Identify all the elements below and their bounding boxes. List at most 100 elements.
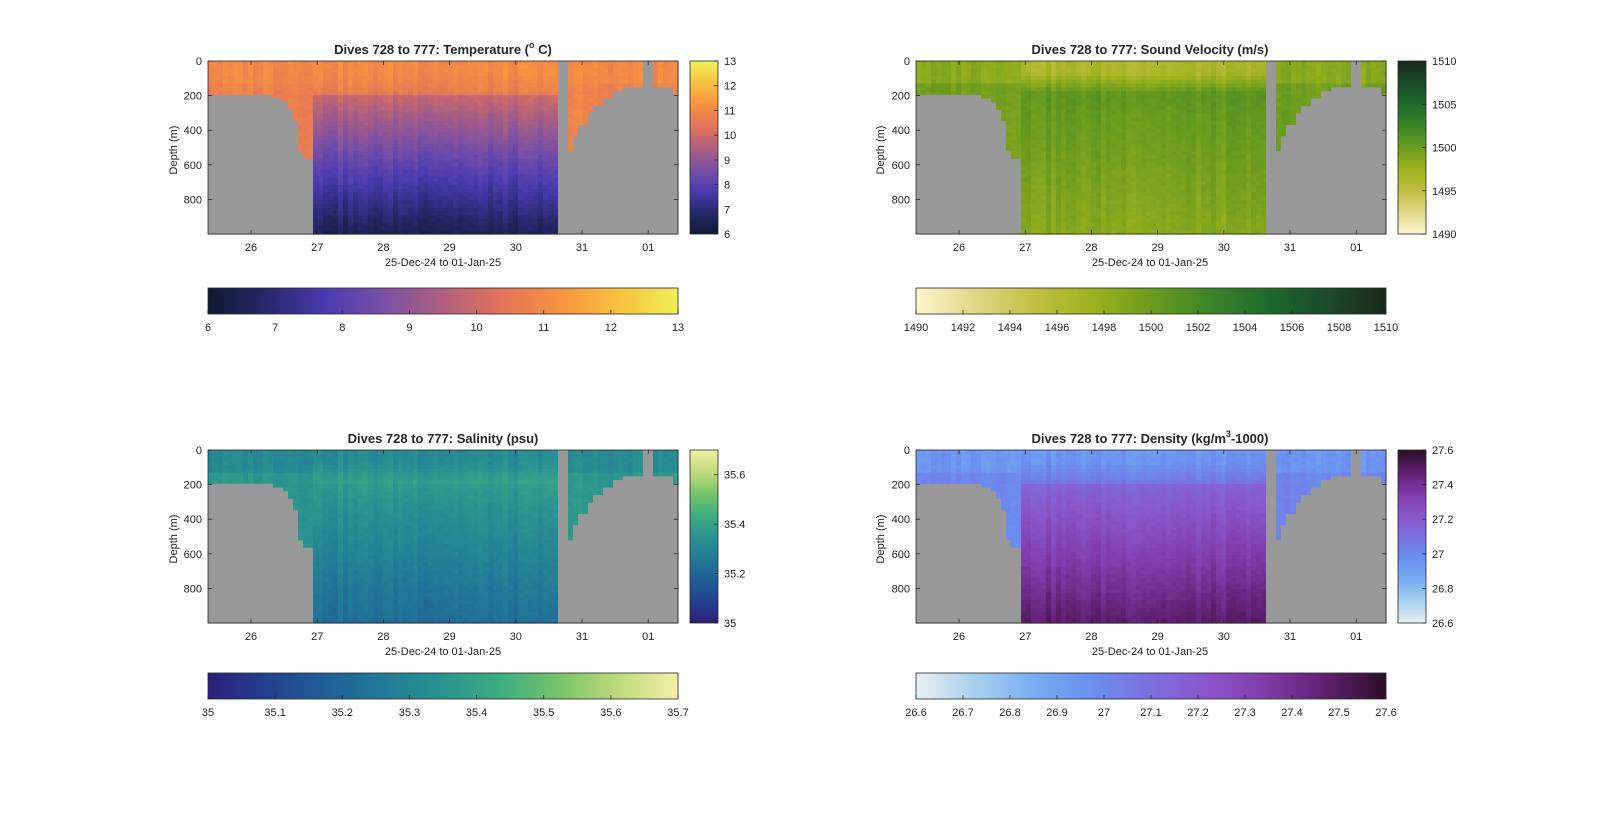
temperature-cell bbox=[313, 174, 319, 178]
temperature-cell bbox=[373, 226, 379, 230]
temperature-cell bbox=[453, 148, 459, 152]
temperature-cell bbox=[473, 144, 479, 148]
temperature-cell bbox=[538, 189, 544, 193]
temperature-cell bbox=[593, 189, 599, 193]
temperature-cell bbox=[423, 117, 429, 121]
temperature-cell bbox=[538, 174, 544, 178]
temperature-cell bbox=[338, 61, 344, 65]
temperature-cell bbox=[598, 140, 604, 144]
temperature-cell bbox=[568, 181, 574, 185]
temperature-cell bbox=[373, 125, 379, 129]
temperature-cell bbox=[428, 193, 434, 197]
temperature-cell bbox=[218, 106, 224, 110]
temperature-cell bbox=[663, 117, 669, 121]
temperature-cell bbox=[218, 196, 224, 200]
temperature-cell bbox=[473, 211, 479, 215]
temperature-cell bbox=[433, 223, 439, 227]
temperature-cell bbox=[293, 132, 299, 136]
temperature-cell bbox=[283, 102, 289, 106]
temperature-cell bbox=[643, 117, 649, 121]
temperature-cell bbox=[258, 84, 264, 88]
sound-velocity-cell bbox=[936, 106, 942, 110]
temperature-cell bbox=[653, 114, 659, 118]
temperature-cell bbox=[558, 132, 564, 136]
temperature-cell bbox=[518, 99, 524, 103]
temperature-cell bbox=[353, 185, 359, 189]
temperature-cell bbox=[483, 95, 489, 99]
sound-velocity-cell bbox=[966, 204, 972, 208]
sound-velocity-cell bbox=[946, 110, 952, 114]
temperature-cell bbox=[573, 219, 579, 223]
sound-velocity-cell bbox=[936, 87, 942, 91]
temperature-cell bbox=[583, 166, 589, 170]
temperature-cell bbox=[433, 121, 439, 125]
sound-velocity-cell bbox=[951, 193, 957, 197]
temperature-cell bbox=[353, 72, 359, 76]
temperature-cell bbox=[328, 215, 334, 219]
temperature-cell bbox=[388, 174, 394, 178]
temperature-cell bbox=[533, 132, 539, 136]
temperature-cell bbox=[393, 193, 399, 197]
temperature-cell bbox=[628, 151, 634, 155]
temperature-cell bbox=[538, 136, 544, 140]
temperature-cell bbox=[518, 223, 524, 227]
temperature-cell bbox=[443, 110, 449, 114]
sound-velocity-cell bbox=[961, 117, 967, 121]
temperature-cell bbox=[438, 136, 444, 140]
temperature-cell bbox=[498, 166, 504, 170]
temperature-cell bbox=[503, 223, 509, 227]
temperature-cell bbox=[513, 196, 519, 200]
temperature-cell bbox=[528, 80, 534, 84]
temperature-cell bbox=[358, 80, 364, 84]
sound-velocity-cell bbox=[961, 121, 967, 125]
sound-velocity-cell bbox=[966, 95, 972, 99]
sound-velocity-cell bbox=[976, 61, 982, 65]
temperature-cell bbox=[433, 144, 439, 148]
temperature-cell bbox=[423, 193, 429, 197]
temperature-cell bbox=[243, 208, 249, 212]
temperature-cell bbox=[368, 151, 374, 155]
sound-velocity-cell bbox=[961, 76, 967, 80]
temperature-cell bbox=[478, 208, 484, 212]
temperature-cell bbox=[288, 95, 294, 99]
temperature-cell bbox=[258, 61, 264, 65]
temperature-cell bbox=[563, 72, 569, 76]
temperature-cell bbox=[368, 114, 374, 118]
temperature-cell bbox=[478, 200, 484, 204]
temperature-cell bbox=[573, 159, 579, 163]
temperature-cell bbox=[238, 114, 244, 118]
temperature-cell bbox=[353, 211, 359, 215]
temperature-cell bbox=[633, 170, 639, 174]
sound-velocity-cell bbox=[976, 114, 982, 118]
temperature-cell bbox=[583, 117, 589, 121]
temperature-cell bbox=[428, 144, 434, 148]
temperature-cell bbox=[373, 72, 379, 76]
temperature-cell bbox=[293, 102, 299, 106]
sound-velocity-cell bbox=[966, 223, 972, 227]
temperature-cell bbox=[453, 84, 459, 88]
temperature-cell bbox=[288, 170, 294, 174]
temperature-cell bbox=[578, 189, 584, 193]
temperature-cell bbox=[518, 69, 524, 73]
sound-velocity-cell bbox=[936, 102, 942, 106]
sound-velocity-cell bbox=[921, 87, 927, 91]
temperature-cell bbox=[583, 185, 589, 189]
temperature-cell bbox=[623, 223, 629, 227]
temperature-cell bbox=[378, 159, 384, 163]
temperature-cell bbox=[518, 117, 524, 121]
temperature-cell bbox=[413, 226, 419, 230]
temperature-cell bbox=[593, 148, 599, 152]
temperature-cell bbox=[378, 189, 384, 193]
temperature-cell bbox=[483, 117, 489, 121]
temperature-cell bbox=[248, 204, 254, 208]
temperature-cell bbox=[273, 193, 279, 197]
temperature-cell bbox=[473, 102, 479, 106]
temperature-cell bbox=[543, 117, 549, 121]
temperature-cell bbox=[343, 170, 349, 174]
temperature-cell bbox=[448, 91, 454, 95]
temperature-cell bbox=[453, 185, 459, 189]
temperature-cell bbox=[493, 121, 499, 125]
temperature-cell bbox=[628, 215, 634, 219]
temperature-cell bbox=[563, 181, 569, 185]
